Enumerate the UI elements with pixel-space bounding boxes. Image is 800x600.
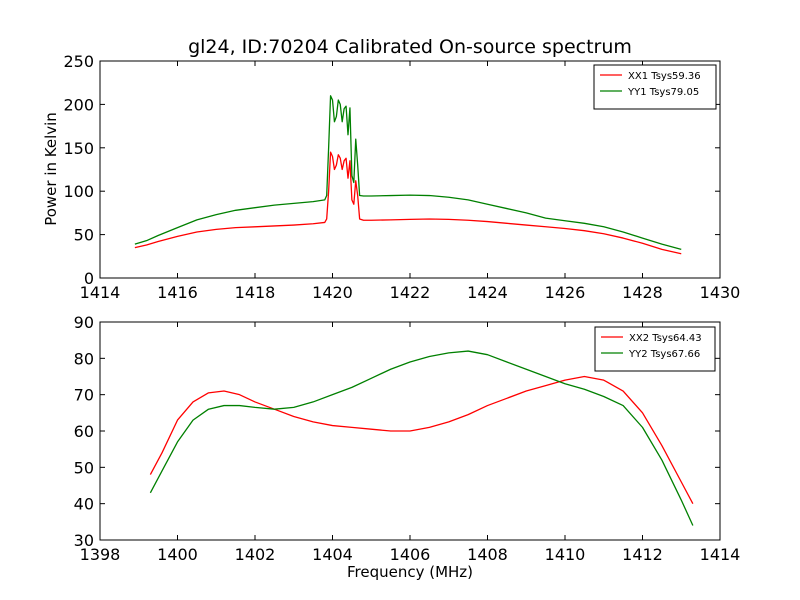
- x-tick-label-1-1: 1416: [157, 283, 198, 302]
- legend-label-2-2: YY2 Tsys67.66: [628, 349, 700, 360]
- y-tick-label-2-0: 30: [74, 531, 94, 550]
- y-tick-label-2-3: 60: [74, 422, 94, 441]
- legend-label-1-2: YY1 Tsys79.05: [627, 87, 699, 98]
- x-tick-label-2-3: 1404: [312, 545, 353, 564]
- legend-box-2: [594, 326, 716, 372]
- legend-box-1: [593, 64, 717, 110]
- x-tick-label-2-2: 1402: [235, 545, 276, 564]
- subplot-1: 1414 1416 1418 1420 1422 1424 1426 1428 1430 0 50 1…: [63, 52, 740, 302]
- x-tick-label-2-7: 1412: [622, 545, 663, 564]
- legend-label-1-1: XX1 Tsys59.36: [628, 71, 701, 82]
- y-tick-label-1-1: 50: [74, 226, 94, 245]
- series-line-1-1: [134, 151, 682, 255]
- y-tick-label-1-0: 0: [84, 269, 94, 288]
- x-tick-label-1-3: 1420: [312, 283, 353, 302]
- x-tick-label-2-8: 1414: [700, 545, 741, 564]
- x-tick-label-2-6: 1410: [545, 545, 586, 564]
- series-line-1-2: [134, 95, 682, 250]
- y-tick-label-2-2: 50: [74, 458, 94, 477]
- y-tick-label-2-6: 90: [74, 313, 94, 332]
- x-tick-label-1-5: 1424: [467, 283, 508, 302]
- x-axis-label: Frequency (MHz): [347, 563, 473, 581]
- legend-1: XX1 Tsys59.36 YY1 Tsys79.05: [593, 64, 717, 110]
- y-tick-label-2-4: 70: [74, 386, 94, 405]
- x-tick-label-1-2: 1418: [235, 283, 276, 302]
- legend-2: XX2 Tsys64.43 YY2 Tsys67.66: [594, 326, 716, 372]
- y-tick-label-1-2: 100: [63, 182, 94, 201]
- x-tick-label-2-5: 1408: [467, 545, 508, 564]
- y-tick-label-2-1: 40: [74, 495, 94, 514]
- x-tick-label-2-0: 1398: [80, 545, 121, 564]
- y-tick-label-1-4: 200: [63, 95, 94, 114]
- y-tick-label-1-3: 150: [63, 139, 94, 158]
- y-tick-label-2-5: 80: [74, 349, 94, 368]
- x-tick-label-1-8: 1430: [700, 283, 741, 302]
- figure-title: gl24, ID:70204 Calibrated On-source spec…: [188, 36, 632, 58]
- x-tick-label-1-0: 1414: [80, 283, 121, 302]
- series-line-2-1: [149, 375, 694, 504]
- y-tick-label-1-5: 250: [63, 52, 94, 71]
- legend-label-2-1: XX2 Tsys64.43: [629, 333, 702, 344]
- x-tick-label-1-7: 1428: [622, 283, 663, 302]
- subplot-2: 1398 1400 1402 1404 1406 1408 1410 1412 1414 30 40…: [74, 313, 741, 564]
- series-line-2-2: [149, 350, 694, 526]
- x-tick-label-2-4: 1406: [390, 545, 431, 564]
- y-axis-label: Power in Kelvin: [42, 112, 60, 226]
- x-tick-label-1-6: 1426: [545, 283, 586, 302]
- x-tick-label-2-1: 1400: [157, 545, 198, 564]
- x-tick-label-1-4: 1422: [390, 283, 431, 302]
